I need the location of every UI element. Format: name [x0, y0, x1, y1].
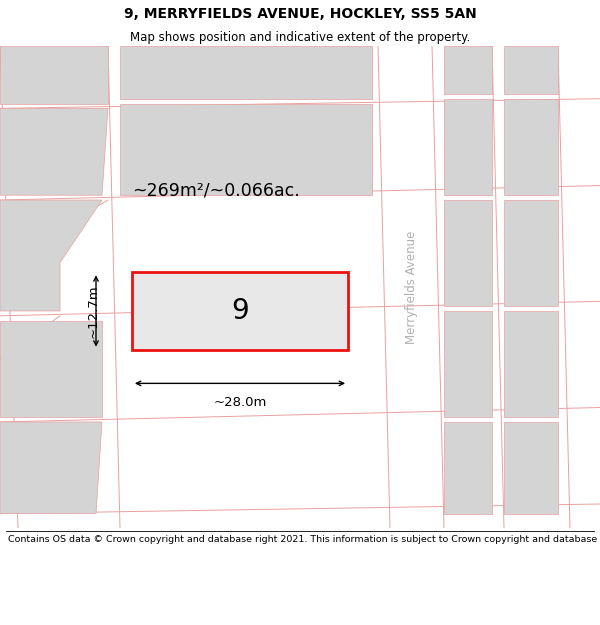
Polygon shape	[120, 104, 372, 195]
Polygon shape	[504, 311, 558, 417]
Text: Merryfields Avenue: Merryfields Avenue	[404, 230, 418, 344]
Polygon shape	[504, 422, 558, 514]
Polygon shape	[0, 422, 102, 514]
Polygon shape	[444, 46, 492, 94]
Text: 9, MERRYFIELDS AVENUE, HOCKLEY, SS5 5AN: 9, MERRYFIELDS AVENUE, HOCKLEY, SS5 5AN	[124, 7, 476, 21]
Text: 9: 9	[231, 297, 249, 325]
Polygon shape	[0, 108, 108, 195]
Text: ~269m²/~0.066ac.: ~269m²/~0.066ac.	[132, 181, 300, 199]
Text: ~12.7m: ~12.7m	[86, 284, 100, 338]
Polygon shape	[444, 99, 492, 195]
Polygon shape	[504, 99, 558, 195]
Polygon shape	[0, 200, 102, 311]
Polygon shape	[444, 422, 492, 514]
Text: Map shows position and indicative extent of the property.: Map shows position and indicative extent…	[130, 31, 470, 44]
Polygon shape	[120, 46, 372, 99]
Polygon shape	[444, 311, 492, 417]
Text: Contains OS data © Crown copyright and database right 2021. This information is : Contains OS data © Crown copyright and d…	[8, 535, 600, 544]
Polygon shape	[444, 200, 492, 306]
Bar	[132, 272, 348, 349]
Polygon shape	[504, 200, 558, 306]
Text: ~28.0m: ~28.0m	[214, 396, 266, 409]
Polygon shape	[0, 46, 108, 104]
Polygon shape	[504, 46, 558, 94]
Polygon shape	[0, 321, 102, 417]
